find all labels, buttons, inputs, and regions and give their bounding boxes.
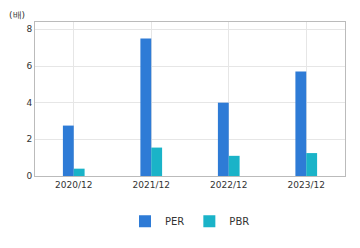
svg-text:2023/12: 2023/12 (288, 180, 325, 190)
svg-text:(배): (배) (9, 10, 25, 20)
svg-text:0: 0 (26, 171, 32, 181)
svg-text:PER: PER (165, 216, 184, 227)
svg-text:PBR: PBR (229, 216, 249, 227)
svg-text:6: 6 (26, 61, 32, 71)
svg-text:8: 8 (26, 24, 32, 34)
svg-text:2: 2 (26, 134, 32, 144)
svg-text:2021/12: 2021/12 (133, 180, 170, 190)
svg-text:2020/12: 2020/12 (55, 180, 92, 190)
svg-text:4: 4 (26, 98, 32, 108)
svg-text:2022/12: 2022/12 (210, 180, 247, 190)
